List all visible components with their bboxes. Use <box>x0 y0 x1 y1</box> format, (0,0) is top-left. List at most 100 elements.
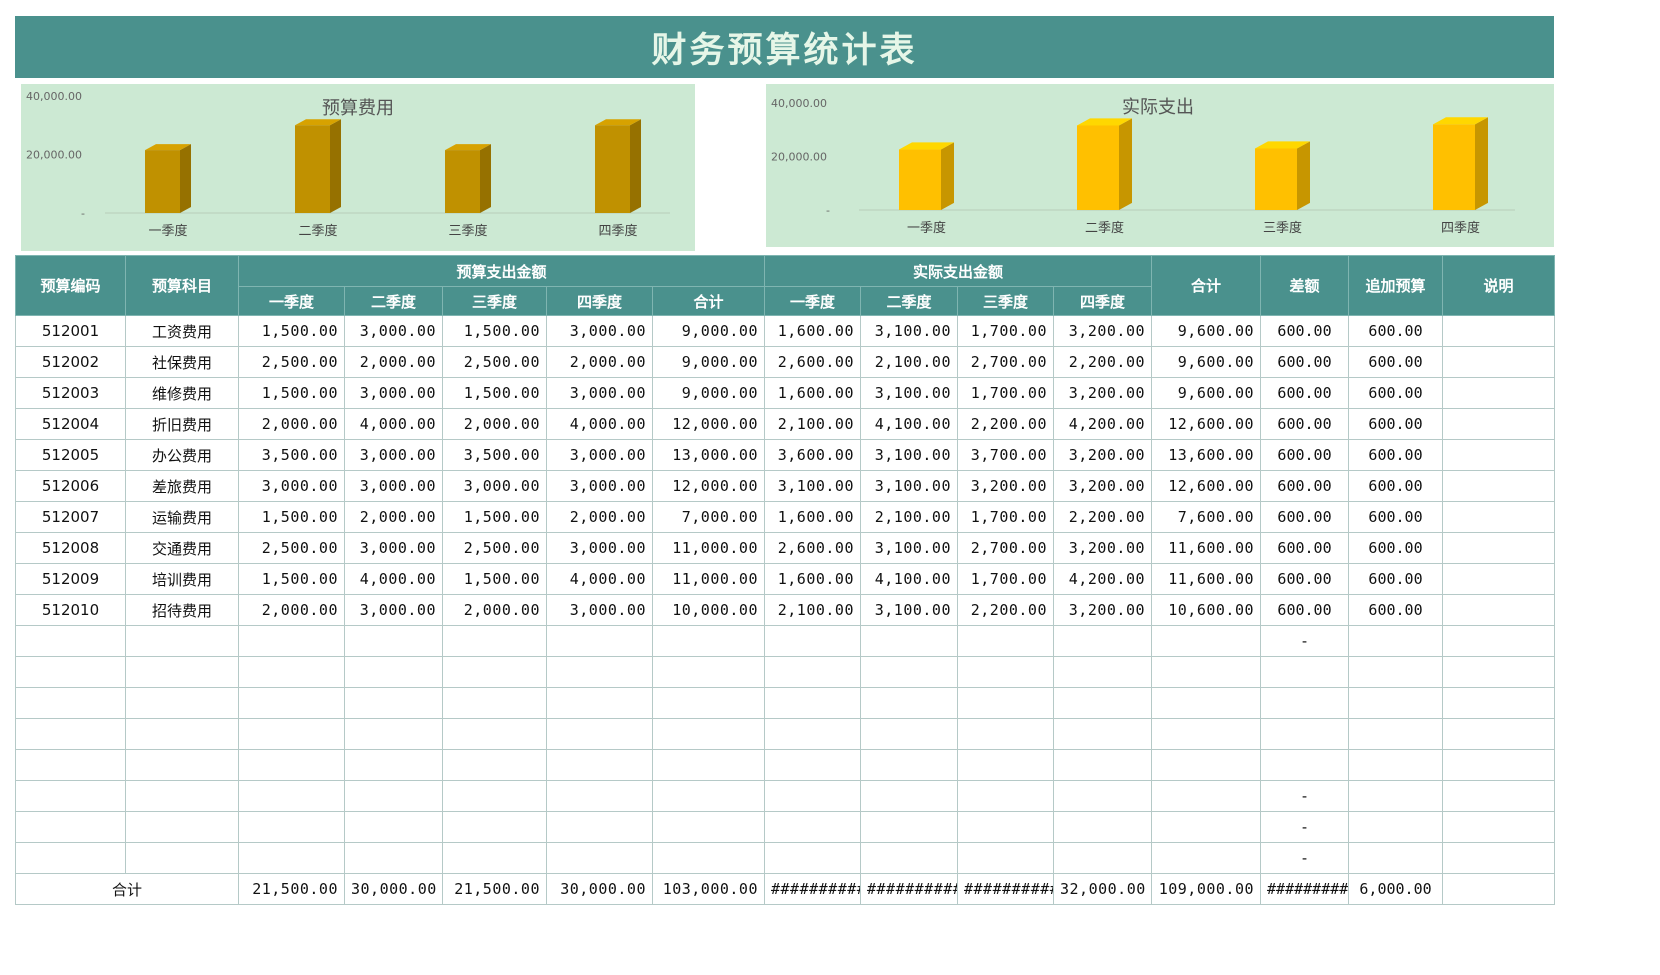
cell-budget-q4[interactable] <box>546 718 653 750</box>
cell-actual-q2[interactable]: 3,100.00 <box>860 377 958 409</box>
cell-budget-q2[interactable] <box>344 780 443 812</box>
cell-actual-q3[interactable] <box>957 749 1054 781</box>
cell-budget-q3[interactable]: 1,500.00 <box>442 315 547 347</box>
total-budget-q3[interactable]: 21,500.00 <box>442 873 547 905</box>
cell-extra[interactable]: 600.00 <box>1348 346 1444 378</box>
cell-subject[interactable]: 培训费用 <box>125 563 239 595</box>
cell-actual-q4[interactable] <box>1052 780 1153 812</box>
cell-actual-q2[interactable] <box>860 842 958 874</box>
cell-note[interactable] <box>1442 315 1556 347</box>
cell-budget-q4[interactable]: 4,000.00 <box>546 408 653 440</box>
cell-code[interactable] <box>15 718 126 750</box>
cell-actual-q4[interactable]: 3,200.00 <box>1052 439 1153 471</box>
cell-actual-q1[interactable]: 1,600.00 <box>764 563 861 595</box>
cell-code[interactable]: 512002 <box>15 346 126 378</box>
cell-note[interactable] <box>1442 377 1556 409</box>
cell-total[interactable]: 7,600.00 <box>1151 501 1262 533</box>
cell-budget-q1[interactable]: 1,500.00 <box>238 377 345 409</box>
cell-budget-subtotal[interactable]: 9,000.00 <box>652 315 765 347</box>
cell-actual-q1[interactable]: 3,600.00 <box>764 439 861 471</box>
cell-budget-q4[interactable]: 3,000.00 <box>546 377 653 409</box>
cell-budget-subtotal[interactable]: 7,000.00 <box>652 501 765 533</box>
cell-actual-q4[interactable] <box>1052 749 1153 781</box>
cell-actual-q2[interactable] <box>860 749 958 781</box>
cell-code[interactable]: 512008 <box>15 532 126 564</box>
cell-subject[interactable]: 办公费用 <box>125 439 239 471</box>
cell-budget-q4[interactable] <box>546 811 653 843</box>
cell-note[interactable] <box>1442 470 1556 502</box>
header-note[interactable]: 说明 <box>1442 255 1556 316</box>
cell-note[interactable] <box>1442 408 1556 440</box>
cell-budget-q2[interactable] <box>344 625 443 657</box>
cell-code[interactable]: 512009 <box>15 563 126 595</box>
cell-subject[interactable]: 差旅费用 <box>125 470 239 502</box>
cell-actual-q4[interactable]: 2,200.00 <box>1052 346 1153 378</box>
cell-actual-q4[interactable]: 3,200.00 <box>1052 470 1153 502</box>
cell-budget-q4[interactable] <box>546 780 653 812</box>
cell-code[interactable] <box>15 780 126 812</box>
cell-actual-q3[interactable]: 2,200.00 <box>957 594 1054 626</box>
cell-actual-q4[interactable]: 3,200.00 <box>1052 532 1153 564</box>
cell-total[interactable]: 12,600.00 <box>1151 408 1262 440</box>
cell-budget-q4[interactable] <box>546 656 653 688</box>
cell-code[interactable]: 512004 <box>15 408 126 440</box>
cell-note[interactable] <box>1442 687 1556 719</box>
cell-budget-q3[interactable]: 1,500.00 <box>442 501 547 533</box>
cell-actual-q3[interactable]: 1,700.00 <box>957 563 1054 595</box>
cell-actual-q1[interactable] <box>764 718 861 750</box>
cell-actual-q1[interactable] <box>764 656 861 688</box>
cell-budget-q2[interactable] <box>344 811 443 843</box>
cell-actual-q3[interactable] <box>957 625 1054 657</box>
total-actual-q1[interactable]: ########## <box>764 873 861 905</box>
cell-actual-q1[interactable]: 2,100.00 <box>764 408 861 440</box>
cell-total[interactable] <box>1151 656 1262 688</box>
cell-diff[interactable] <box>1260 687 1350 719</box>
cell-extra[interactable] <box>1348 749 1444 781</box>
cell-budget-q4[interactable]: 2,000.00 <box>546 501 653 533</box>
cell-budget-subtotal[interactable] <box>652 842 765 874</box>
cell-total[interactable] <box>1151 749 1262 781</box>
cell-actual-q1[interactable]: 1,600.00 <box>764 501 861 533</box>
cell-extra[interactable] <box>1348 656 1444 688</box>
cell-budget-q1[interactable] <box>238 842 345 874</box>
cell-actual-q3[interactable]: 1,700.00 <box>957 377 1054 409</box>
cell-code[interactable] <box>15 625 126 657</box>
cell-actual-q1[interactable] <box>764 780 861 812</box>
cell-code[interactable]: 512010 <box>15 594 126 626</box>
cell-budget-q3[interactable]: 2,000.00 <box>442 408 547 440</box>
cell-budget-q3[interactable]: 2,000.00 <box>442 594 547 626</box>
total-total[interactable]: 109,000.00 <box>1151 873 1262 905</box>
cell-actual-q4[interactable]: 3,200.00 <box>1052 377 1153 409</box>
cell-actual-q3[interactable] <box>957 687 1054 719</box>
cell-budget-q1[interactable]: 2,500.00 <box>238 346 345 378</box>
cell-budget-q3[interactable]: 3,000.00 <box>442 470 547 502</box>
cell-budget-q2[interactable] <box>344 718 443 750</box>
cell-actual-q2[interactable] <box>860 625 958 657</box>
cell-actual-q3[interactable] <box>957 656 1054 688</box>
cell-budget-q4[interactable]: 3,000.00 <box>546 439 653 471</box>
cell-budget-q3[interactable] <box>442 718 547 750</box>
total-budget-q1[interactable]: 21,500.00 <box>238 873 345 905</box>
cell-budget-q2[interactable] <box>344 842 443 874</box>
header-subject[interactable]: 预算科目 <box>125 255 239 316</box>
total-actual-q3[interactable]: ########## <box>957 873 1054 905</box>
cell-budget-subtotal[interactable]: 9,000.00 <box>652 377 765 409</box>
cell-note[interactable] <box>1442 842 1556 874</box>
cell-budget-q4[interactable]: 3,000.00 <box>546 594 653 626</box>
cell-note[interactable] <box>1442 749 1556 781</box>
cell-budget-subtotal[interactable]: 11,000.00 <box>652 532 765 564</box>
cell-subject[interactable] <box>125 842 239 874</box>
cell-extra[interactable]: 600.00 <box>1348 532 1444 564</box>
cell-actual-q4[interactable]: 3,200.00 <box>1052 315 1153 347</box>
cell-actual-q1[interactable]: 3,100.00 <box>764 470 861 502</box>
cell-actual-q3[interactable]: 1,700.00 <box>957 501 1054 533</box>
cell-budget-q1[interactable] <box>238 811 345 843</box>
cell-budget-q2[interactable]: 3,000.00 <box>344 470 443 502</box>
cell-actual-q2[interactable] <box>860 656 958 688</box>
cell-budget-q4[interactable]: 3,000.00 <box>546 532 653 564</box>
cell-budget-subtotal[interactable] <box>652 749 765 781</box>
cell-extra[interactable]: 600.00 <box>1348 501 1444 533</box>
cell-note[interactable] <box>1442 780 1556 812</box>
cell-extra[interactable]: 600.00 <box>1348 408 1444 440</box>
cell-budget-q3[interactable] <box>442 687 547 719</box>
